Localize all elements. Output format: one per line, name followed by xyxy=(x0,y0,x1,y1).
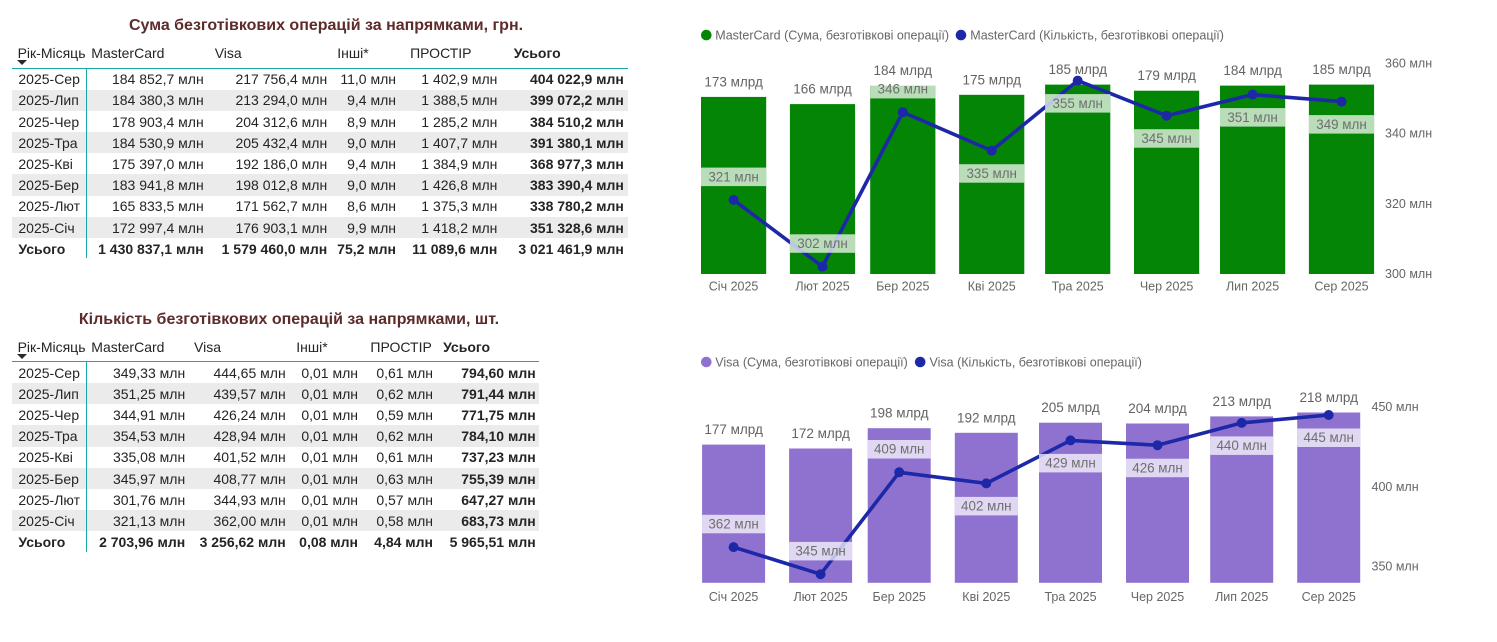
svg-text:Лют 2025: Лют 2025 xyxy=(793,590,847,604)
svg-text:Лип 2025: Лип 2025 xyxy=(1215,590,1268,604)
svg-text:Бер 2025: Бер 2025 xyxy=(873,590,926,604)
svg-text:Сер 2025: Сер 2025 xyxy=(1314,279,1368,293)
svg-text:184 млрд: 184 млрд xyxy=(874,63,933,78)
svg-text:320 млн: 320 млн xyxy=(1385,197,1432,211)
svg-text:300 млн: 300 млн xyxy=(1385,267,1432,281)
svg-text:185 млрд: 185 млрд xyxy=(1312,62,1371,77)
svg-text:400 млн: 400 млн xyxy=(1372,480,1419,494)
svg-text:355 млн: 355 млн xyxy=(1052,96,1102,111)
svg-text:Тра 2025: Тра 2025 xyxy=(1044,590,1096,604)
svg-text:362 млн: 362 млн xyxy=(708,517,758,532)
svg-text:Кві 2025: Кві 2025 xyxy=(962,590,1010,604)
svg-text:Чер 2025: Чер 2025 xyxy=(1131,590,1185,604)
svg-text:335 млн: 335 млн xyxy=(966,166,1016,181)
svg-text:409 млн: 409 млн xyxy=(874,442,924,457)
svg-text:440 млн: 440 млн xyxy=(1216,438,1266,453)
svg-text:205 млрд: 205 млрд xyxy=(1041,400,1100,415)
svg-text:Чер 2025: Чер 2025 xyxy=(1140,279,1194,293)
svg-text:350 млн: 350 млн xyxy=(1372,560,1419,574)
svg-text:429 млн: 429 млн xyxy=(1045,456,1095,471)
svg-text:426 млн: 426 млн xyxy=(1132,460,1182,475)
svg-text:Лют 2025: Лют 2025 xyxy=(795,279,849,293)
svg-text:Сер 2025: Сер 2025 xyxy=(1302,590,1356,604)
svg-text:218 млрд: 218 млрд xyxy=(1299,390,1358,405)
svg-text:Visa (Кількість, безготівкові: Visa (Кількість, безготівкові операції) xyxy=(930,356,1142,370)
svg-text:Кві 2025: Кві 2025 xyxy=(968,279,1016,293)
svg-text:Лип 2025: Лип 2025 xyxy=(1226,279,1279,293)
svg-text:349 млн: 349 млн xyxy=(1316,117,1366,132)
svg-text:340 млн: 340 млн xyxy=(1385,127,1432,141)
svg-text:Бер 2025: Бер 2025 xyxy=(876,279,929,293)
svg-text:321 млн: 321 млн xyxy=(708,169,758,184)
svg-text:185 млрд: 185 млрд xyxy=(1048,62,1107,77)
svg-text:172 млрд: 172 млрд xyxy=(791,426,850,441)
svg-text:198 млрд: 198 млрд xyxy=(870,406,929,421)
svg-text:450 млн: 450 млн xyxy=(1372,400,1419,414)
svg-text:MasterCard (Кількість, безготі: MasterCard (Кількість, безготівкові опер… xyxy=(970,29,1224,43)
svg-text:213 млрд: 213 млрд xyxy=(1212,394,1271,409)
svg-text:166 млрд: 166 млрд xyxy=(793,82,852,97)
svg-text:445 млн: 445 млн xyxy=(1303,430,1353,445)
svg-text:346 млн: 346 млн xyxy=(878,82,928,97)
svg-text:402 млн: 402 млн xyxy=(961,499,1011,514)
svg-text:Січ 2025: Січ 2025 xyxy=(709,590,759,604)
svg-text:177 млрд: 177 млрд xyxy=(704,422,763,437)
svg-text:175 млрд: 175 млрд xyxy=(962,72,1021,87)
svg-text:MasterCard (Сума, безготівкові: MasterCard (Сума, безготівкові операції) xyxy=(715,29,949,43)
svg-text:Січ 2025: Січ 2025 xyxy=(709,279,759,293)
svg-text:192 млрд: 192 млрд xyxy=(957,410,1016,425)
svg-text:Visa (Сума, безготівкові опера: Visa (Сума, безготівкові операції) xyxy=(715,356,908,370)
svg-text:184 млрд: 184 млрд xyxy=(1223,63,1282,78)
svg-text:173 млрд: 173 млрд xyxy=(704,74,763,89)
svg-text:360 млн: 360 млн xyxy=(1385,57,1432,71)
svg-text:345 млн: 345 млн xyxy=(795,544,845,559)
svg-text:Тра 2025: Тра 2025 xyxy=(1052,279,1104,293)
svg-text:351 млн: 351 млн xyxy=(1227,110,1277,125)
svg-text:302 млн: 302 млн xyxy=(797,236,847,251)
svg-text:179 млрд: 179 млрд xyxy=(1137,68,1196,83)
svg-text:204 млрд: 204 млрд xyxy=(1128,401,1187,416)
svg-text:345 млн: 345 млн xyxy=(1141,131,1191,146)
